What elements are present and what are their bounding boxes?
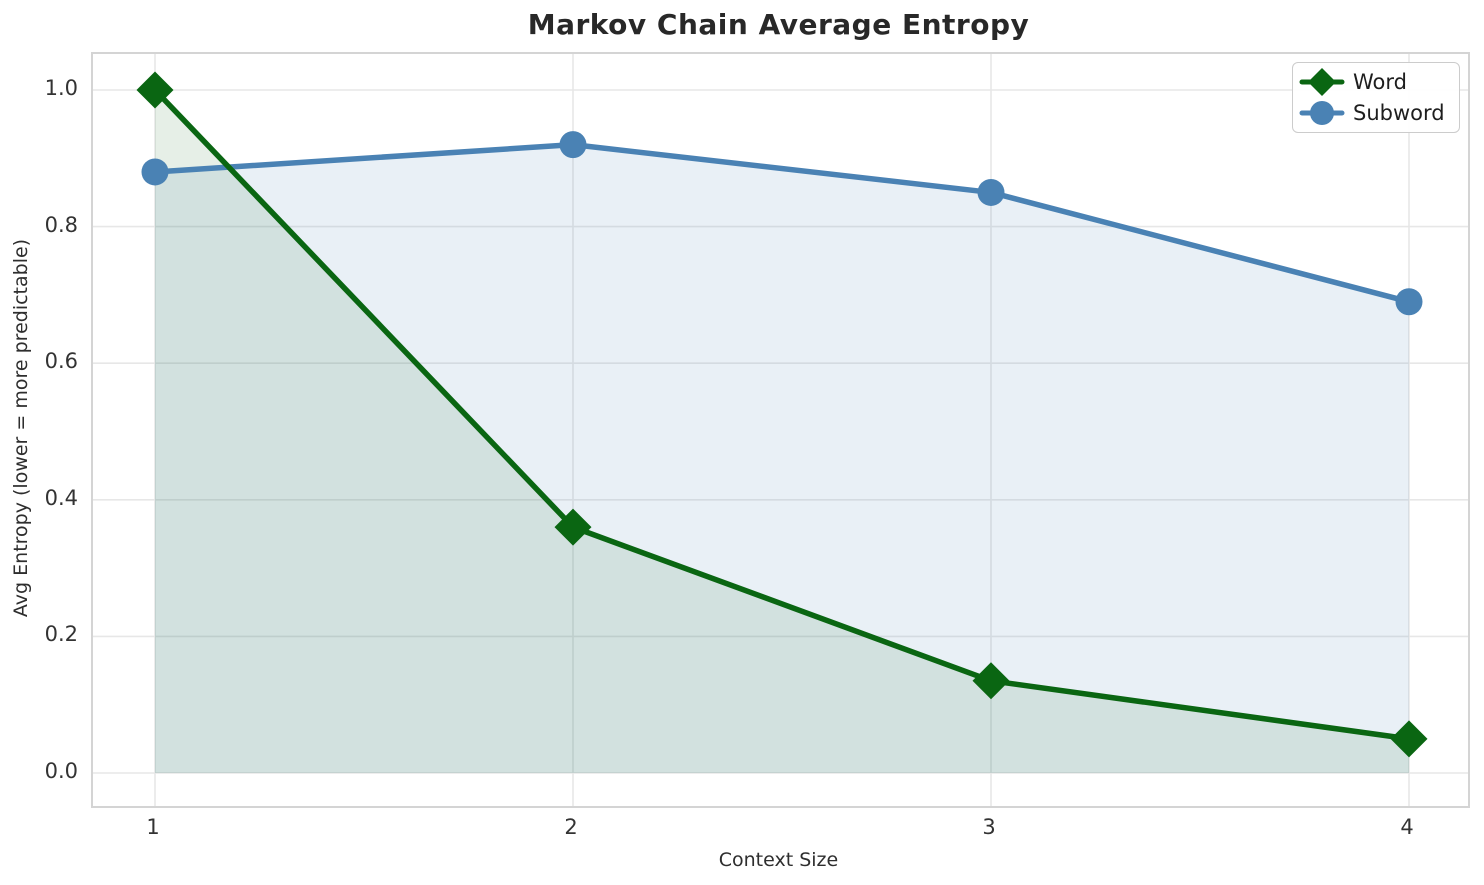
x-tick-label: 3 [982, 815, 996, 839]
subword-circle-marker [559, 131, 587, 159]
y-tick-label: 0.2 [44, 622, 78, 647]
subword-area-fill [155, 144, 1409, 773]
y-tick-label: 0.6 [44, 349, 78, 374]
legend-label-subword: Subword [1353, 101, 1445, 125]
subword-series-line [152, 141, 1412, 305]
legend-item-subword: Subword [1299, 98, 1453, 128]
x-tick-label: 2 [564, 815, 578, 839]
word-diamond-marker [136, 71, 174, 109]
legend: Word Subword [1292, 62, 1460, 133]
y-tick-label: 0.4 [44, 485, 78, 510]
chart-canvas [93, 54, 1468, 806]
legend-label-word: Word [1353, 70, 1407, 94]
y-axis-label: Avg Entropy (lower = more predictable) [10, 238, 32, 618]
y-tick-label: 0.8 [44, 212, 78, 237]
x-axis-label: Context Size [718, 849, 839, 871]
word-area-fill [155, 90, 1409, 773]
chart-title: Markov Chain Average Entropy [527, 8, 1030, 41]
subword-circle-marker [977, 178, 1005, 206]
word-diamond-marker [972, 662, 1010, 700]
subword-circle-icon [1299, 101, 1345, 125]
word-diamond-marker [554, 508, 592, 546]
plot-area [91, 52, 1470, 808]
word-series-line [152, 87, 1412, 742]
subword-circle-marker [141, 158, 169, 186]
subword-circle-marker [1395, 288, 1423, 316]
x-tick-label: 1 [146, 815, 160, 839]
x-tick-label: 4 [1400, 815, 1414, 839]
word-diamond-marker [1390, 720, 1428, 758]
word-diamond-icon [1299, 68, 1345, 96]
y-tick-label: 0.0 [44, 759, 78, 783]
y-tick-label: 1.0 [44, 76, 78, 100]
legend-item-word: Word [1299, 67, 1453, 97]
